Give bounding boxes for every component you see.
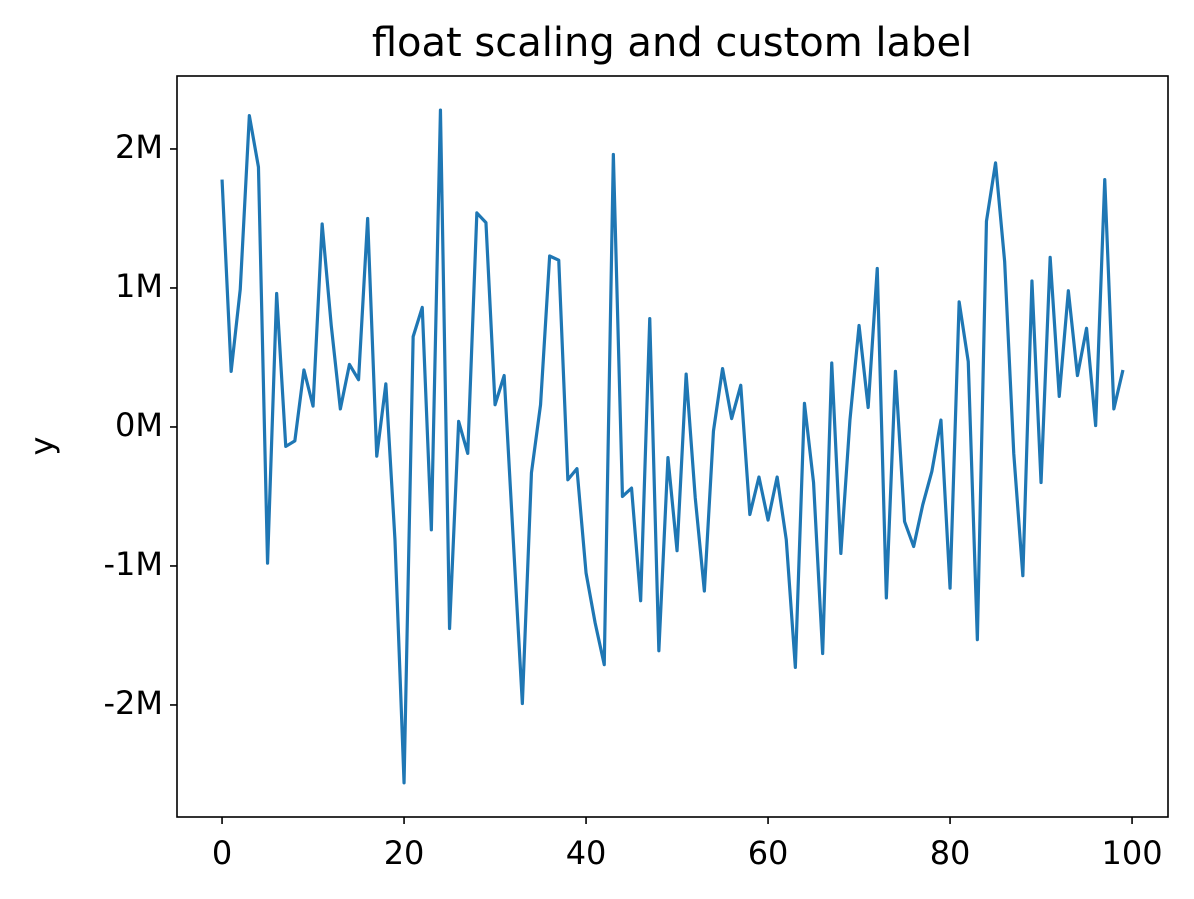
y-tick-label: -2M (103, 684, 163, 722)
chart-title: float scaling and custom label (372, 20, 972, 66)
x-tick-label: 40 (566, 834, 607, 872)
x-tick-label: 0 (212, 834, 232, 872)
data-line (220, 108, 1125, 785)
x-tick-label: 60 (748, 834, 789, 872)
x-tick-label: 100 (1102, 834, 1163, 872)
y-tick-label: 1M (115, 267, 163, 305)
y-axis-label: y (23, 437, 61, 456)
x-tick-label: 20 (384, 834, 425, 872)
axes-frame (176, 75, 1169, 818)
y-tick-label: 0M (115, 406, 163, 444)
x-tick-label: 80 (930, 834, 971, 872)
y-tick-label: -1M (103, 545, 163, 583)
y-tick-label: 2M (115, 128, 163, 166)
